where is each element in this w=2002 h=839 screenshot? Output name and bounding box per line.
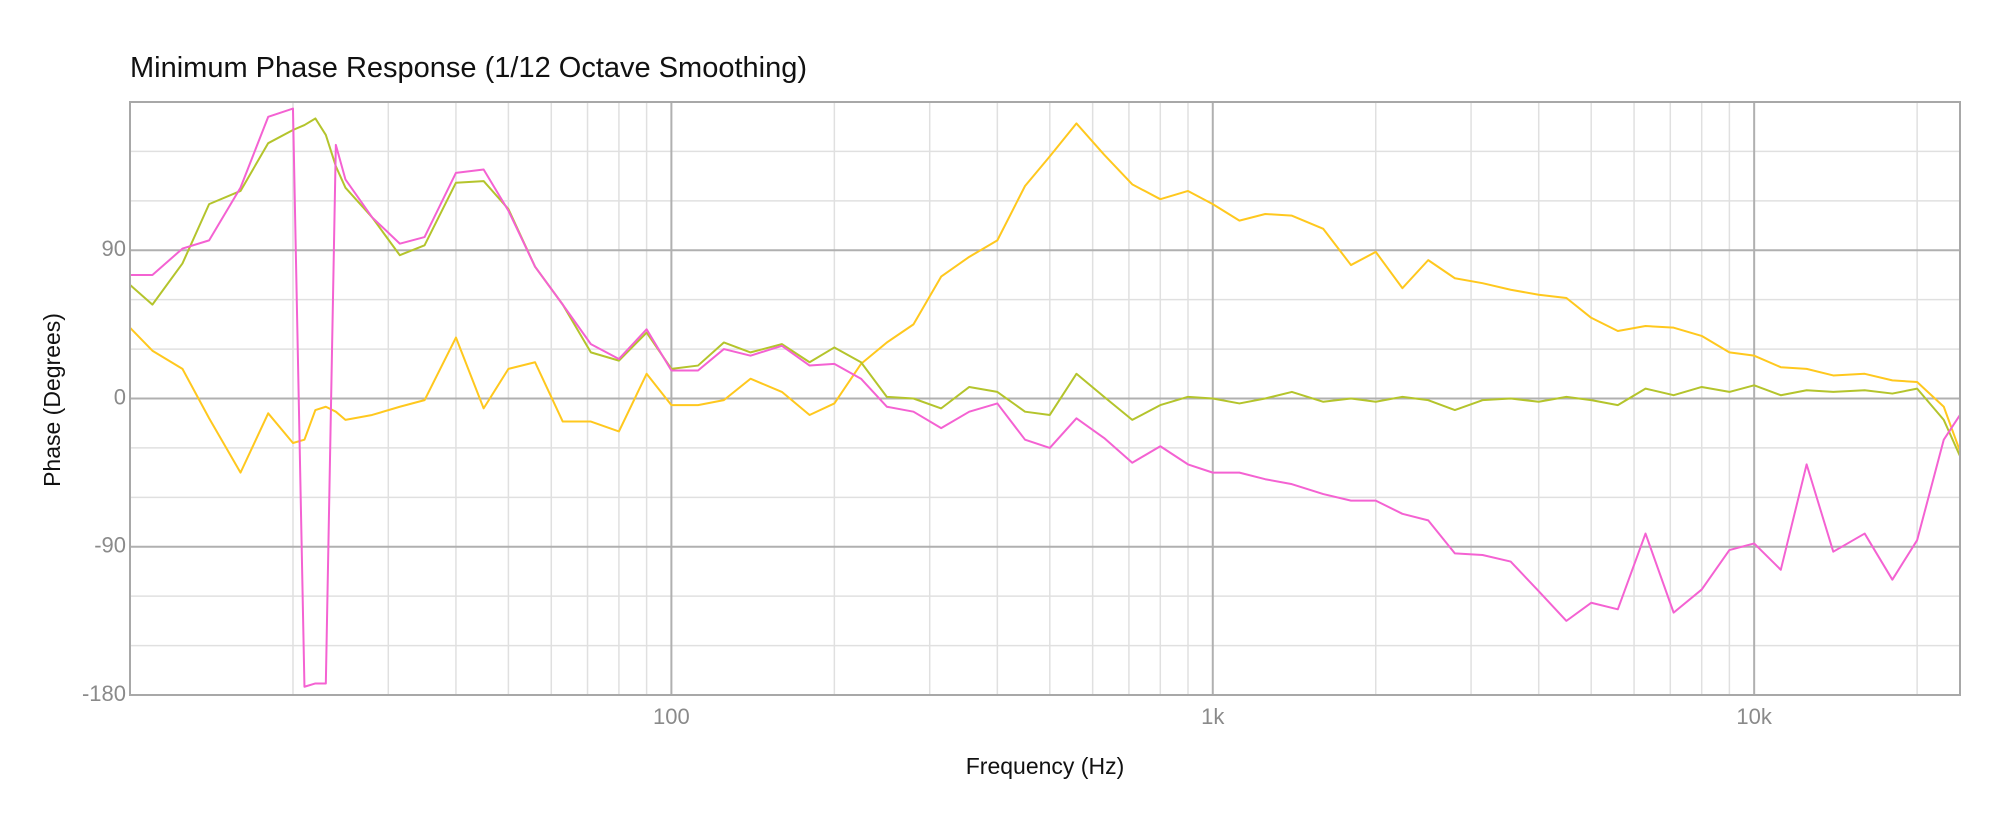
x-tick-label: 10k	[1736, 704, 1772, 729]
title-sub: (1/12 Octave Smoothing)	[485, 52, 807, 84]
phase-line	[129, 122, 1961, 474]
phase-line	[130, 107, 1961, 688]
x-tick-label: 100	[653, 704, 690, 729]
chart-title: Minimum Phase Response (1/12 Octave Smoo…	[130, 52, 807, 84]
y-tick-label: 0	[114, 384, 126, 409]
y-tick-label: -180	[82, 681, 126, 706]
x-axis-label: Frequency (Hz)	[966, 753, 1124, 779]
plot-frame	[129, 101, 1961, 696]
grid	[130, 101, 1960, 696]
x-tick-label: 1k	[1201, 704, 1225, 729]
title-main: Minimum Phase Response	[130, 52, 477, 84]
plot-lines	[129, 107, 1961, 688]
y-tick-label: -90	[94, 533, 126, 558]
y-axis-label: Phase (Degrees)	[39, 313, 65, 487]
y-tick-label: 90	[102, 236, 126, 261]
